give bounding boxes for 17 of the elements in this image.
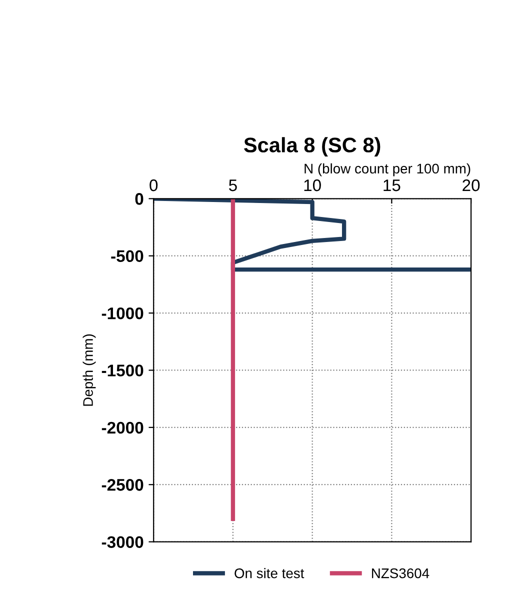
y-tick-label: 0 xyxy=(135,193,144,205)
legend-label: On site test xyxy=(234,568,304,578)
x-tick-label: 20 xyxy=(462,179,480,192)
y-tick-label: -1000 xyxy=(102,307,144,320)
x-tick-label: 15 xyxy=(384,180,400,192)
y-tick-label: -1500 xyxy=(102,364,144,376)
x-tick-label: 0 xyxy=(150,179,158,192)
y-tick-label: -3000 xyxy=(102,536,144,548)
chart-title: Scala 8 (SC 8) xyxy=(244,137,380,157)
x-tick-label: 5 xyxy=(228,180,237,192)
x-axis-title: N (blow count per 100 mm) xyxy=(304,163,470,176)
x-tick-label: 10 xyxy=(304,179,321,192)
y-tick-label: -2000 xyxy=(102,422,144,434)
y-tick-label: -2500 xyxy=(102,479,144,491)
y-axis-title: Depth (mm) xyxy=(82,334,96,406)
y-tick-label: -500 xyxy=(111,250,144,262)
legend-label: NZS3604 xyxy=(372,568,430,578)
